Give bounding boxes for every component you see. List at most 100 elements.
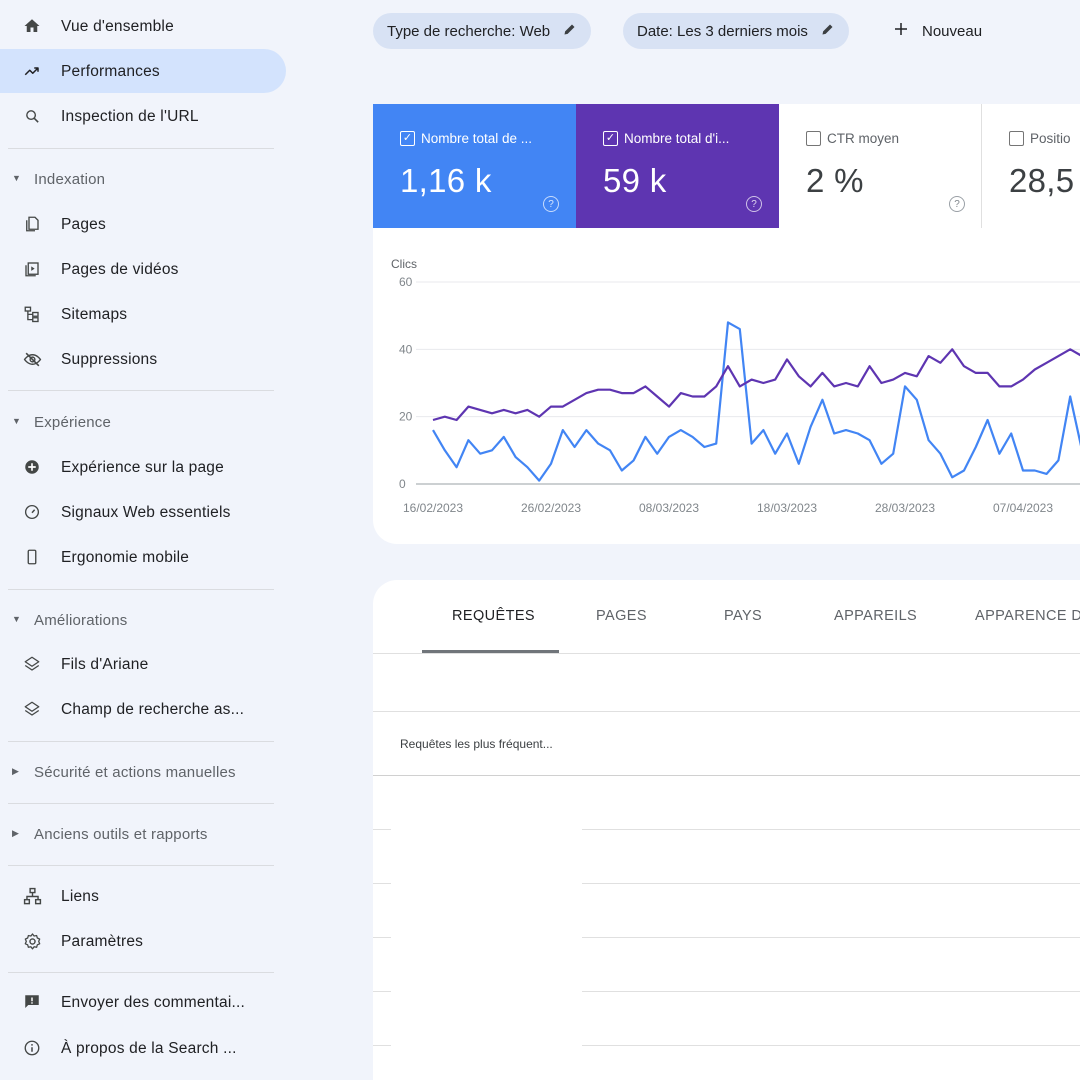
section-indexation[interactable]: ▼ Indexation: [0, 164, 286, 194]
nav-performance[interactable]: Performances: [0, 49, 286, 93]
row-divider: [582, 937, 1080, 938]
nav-links[interactable]: Liens: [0, 874, 286, 918]
eye-off-icon: [21, 348, 43, 370]
section-experience[interactable]: ▼ Expérience: [0, 407, 286, 437]
nav-overview[interactable]: Vue d'ensemble: [0, 4, 286, 48]
metric-ctr-value: 2 %: [806, 162, 864, 199]
sidebar-divider: [8, 741, 274, 742]
metric-ctr-label: CTR moyen: [827, 131, 900, 146]
feedback-icon: [21, 991, 43, 1013]
date-filter-chip[interactable]: Date: Les 3 derniers mois: [623, 13, 849, 49]
nav-video-pages-label: Pages de vidéos: [61, 261, 179, 278]
row-divider: [373, 991, 391, 992]
dimension-table-card: REQUÊTES PAGES PAYS APPAREILS APPARENCE …: [373, 580, 1080, 1080]
nav-pages-label: Pages: [61, 216, 106, 233]
nav-settings-label: Paramètres: [61, 933, 144, 950]
nav-sitelinks-searchbox[interactable]: Champ de recherche as...: [0, 687, 286, 731]
x-tick-label: 18/03/2023: [757, 501, 817, 515]
nav-page-experience[interactable]: Expérience sur la page: [0, 445, 286, 489]
add-circle-icon: [21, 456, 43, 478]
caret-down-icon: ▼: [12, 614, 22, 624]
sitemap-icon: [21, 303, 43, 325]
checkbox-checked-icon[interactable]: ✓: [400, 131, 415, 146]
metric-card-ctr[interactable]: CTR moyen 2 % ?: [779, 104, 982, 228]
metric-card-clicks[interactable]: ✓ Nombre total de ... 1,16 k ?: [373, 104, 576, 228]
row-divider: [582, 829, 1080, 830]
speed-gauge-icon: [21, 501, 43, 523]
help-icon[interactable]: ?: [543, 196, 559, 212]
nav-sitelinks-searchbox-label: Champ de recherche as...: [61, 701, 245, 718]
new-filter-button[interactable]: Nouveau: [892, 13, 982, 49]
help-icon[interactable]: ?: [949, 196, 965, 212]
row-divider: [582, 991, 1080, 992]
nav-feedback[interactable]: Envoyer des commentai...: [0, 980, 286, 1024]
metric-clicks-header: ✓ Nombre total de ...: [400, 131, 532, 146]
links-tree-icon: [21, 885, 43, 907]
search-icon: [21, 105, 43, 127]
checkbox-unchecked-icon[interactable]: [806, 131, 821, 146]
metric-card-impressions[interactable]: ✓ Nombre total d'i... 59 k ?: [576, 104, 779, 228]
tab-pages[interactable]: PAGES: [596, 608, 647, 624]
nav-pages[interactable]: Pages: [0, 202, 286, 246]
sidebar-divider: [8, 865, 274, 866]
nav-url-inspection[interactable]: Inspection de l'URL: [0, 94, 286, 138]
nav-overview-label: Vue d'ensemble: [61, 18, 174, 35]
tab-queries[interactable]: REQUÊTES: [452, 608, 535, 624]
caret-right-icon: ▶: [12, 828, 20, 838]
layers-icon: [21, 653, 43, 675]
tab-search-appearance[interactable]: APPARENCE D: [975, 608, 1080, 624]
section-security-label: Sécurité et actions manuelles: [34, 764, 236, 781]
nav-removals[interactable]: Suppressions: [0, 337, 286, 381]
smartphone-icon: [21, 546, 43, 568]
x-tick-label: 07/04/2023: [993, 501, 1053, 515]
nav-breadcrumbs-label: Fils d'Ariane: [61, 656, 149, 673]
section-enhancements-label: Améliorations: [34, 612, 128, 629]
row-divider: [582, 1045, 1080, 1046]
nav-page-experience-label: Expérience sur la page: [61, 459, 224, 476]
nav-breadcrumbs[interactable]: Fils d'Ariane: [0, 642, 286, 686]
row-divider: [373, 829, 391, 830]
date-filter-label: Date: Les 3 derniers mois: [637, 22, 808, 40]
checkbox-unchecked-icon[interactable]: [1009, 131, 1024, 146]
sidebar-divider: [8, 803, 274, 804]
caret-right-icon: ▶: [12, 766, 20, 776]
edit-pencil-icon[interactable]: [820, 22, 835, 41]
checkbox-checked-icon[interactable]: ✓: [603, 131, 618, 146]
gear-icon: [21, 930, 43, 952]
series-line-clicks: [432, 321, 1080, 482]
nav-core-web-vitals[interactable]: Signaux Web essentiels: [0, 490, 286, 534]
nav-settings[interactable]: Paramètres: [0, 919, 286, 963]
section-legacy[interactable]: ▶ Anciens outils et rapports: [0, 819, 286, 849]
tab-countries[interactable]: PAYS: [724, 608, 763, 624]
nav-video-pages[interactable]: Pages de vidéos: [0, 247, 286, 291]
nav-about-label: À propos de la Search ...: [61, 1040, 237, 1057]
edit-pencil-icon[interactable]: [562, 22, 577, 41]
toolbar-divider: [373, 711, 1080, 712]
column-header-top-queries[interactable]: Requêtes les plus fréquent...: [400, 737, 553, 751]
nav-sitemaps-label: Sitemaps: [61, 306, 128, 323]
nav-removals-label: Suppressions: [61, 351, 158, 368]
metric-clicks-value: 1,16 k: [400, 162, 492, 199]
row-divider: [373, 937, 391, 938]
y-tick-label: 60: [399, 275, 413, 289]
y-axis-title: Clics: [391, 257, 417, 271]
row-divider: [373, 883, 391, 884]
performance-chart-card: Clics 0 20 40 60 16/02/2023 26/02/2023 08/03/20…: [373, 228, 1080, 544]
nav-about[interactable]: À propos de la Search ...: [0, 1026, 286, 1070]
metric-card-position[interactable]: Positio 28,5: [982, 104, 1080, 228]
help-icon[interactable]: ?: [746, 196, 762, 212]
nav-sitemaps[interactable]: Sitemaps: [0, 292, 286, 336]
section-enhancements[interactable]: ▼ Améliorations: [0, 605, 286, 635]
row-divider: [373, 1045, 391, 1046]
section-security[interactable]: ▶ Sécurité et actions manuelles: [0, 757, 286, 787]
nav-performance-label: Performances: [61, 63, 160, 80]
search-type-filter-chip[interactable]: Type de recherche: Web: [373, 13, 592, 49]
metric-ctr-header: CTR moyen: [806, 131, 899, 146]
nav-links-label: Liens: [61, 888, 100, 905]
sidebar-divider: [8, 390, 274, 391]
caret-down-icon: ▼: [12, 173, 22, 183]
nav-core-web-vitals-label: Signaux Web essentiels: [61, 504, 231, 521]
tab-devices[interactable]: APPAREILS: [834, 608, 918, 624]
metric-position-header: Positio: [1009, 131, 1071, 146]
nav-mobile-usability[interactable]: Ergonomie mobile: [0, 535, 286, 579]
